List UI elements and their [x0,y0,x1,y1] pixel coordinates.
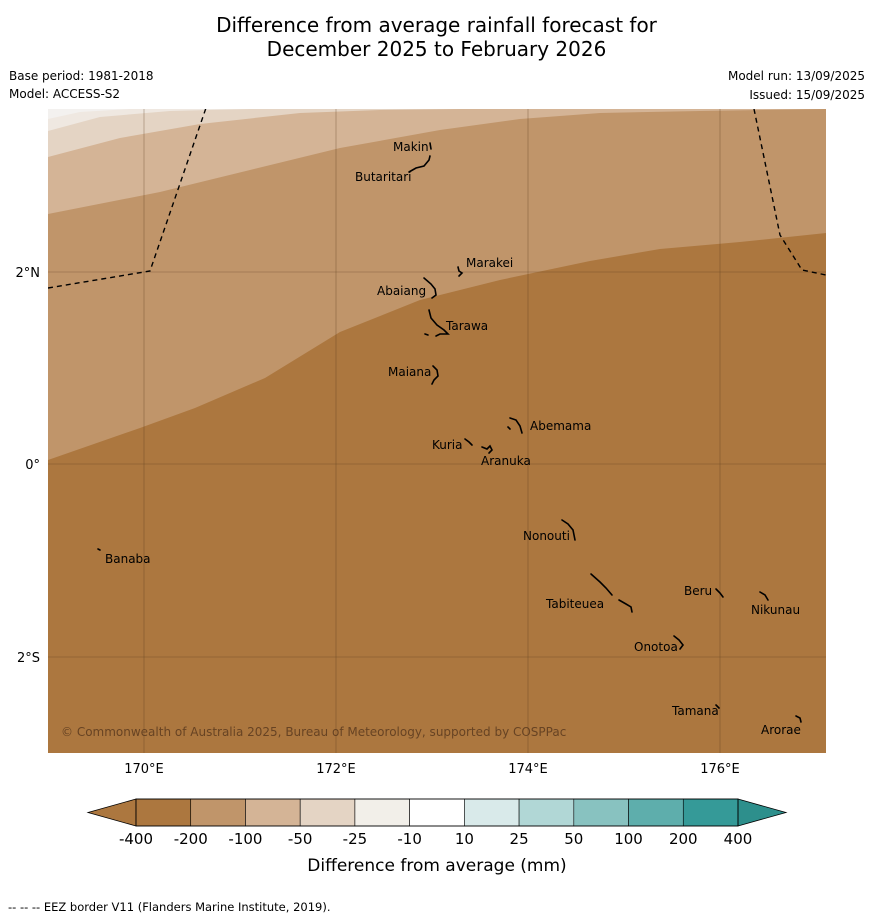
base-period-label: Base period: 1981-2018 [9,69,154,83]
abemama-island-shape [509,417,523,434]
island-label: Butaritari [355,170,412,184]
colorbar-tick-label: -25 [343,830,368,848]
colorbar-tick-label: 400 [724,830,753,848]
issued-label: Issued: 15/09/2025 [749,88,865,102]
colorbar-tick-label: -50 [288,830,313,848]
colorbar: -400 -200 -100 -50 -25 -10 10 25 50 100 200 400 Dif… [86,798,788,876]
marakei-island-shape [457,266,464,277]
colorbar-cell [135,798,192,827]
colorbar-tick-label: 200 [669,830,698,848]
band-minus-10 [48,109,130,119]
abemama-islet-shape [507,426,511,430]
island-label: Tamana [671,704,719,718]
island-label: Tabiteuea [545,597,604,611]
colorbar-tick-label: 100 [614,830,643,848]
lon-label: 170°E [124,762,164,777]
lat-label: 2°N [16,266,41,281]
island-label: Aranuka [481,454,531,468]
colorbar-tick-label: -100 [228,830,262,848]
eez-footnote: -- -- -- EEZ border V11 (Flanders Marine… [8,900,331,914]
island-label: Beru [684,584,712,598]
lon-label: 172°E [316,762,356,777]
colorbar-tick-label: 50 [564,830,583,848]
beru-island-shape [715,588,724,598]
colorbar-cell [354,798,410,827]
maiana-island-shape [431,365,439,385]
band-minus-50 [48,109,460,157]
colorbar-high-extension [737,798,788,827]
nikunau-island-shape [759,591,769,601]
model-label: Model: ACCESS-S2 [9,87,121,101]
band-minus-25 [48,109,250,131]
band-minus-200 [48,109,826,460]
nonouti-island-shape [561,519,576,541]
arorae-island-shape [795,715,802,723]
onotoa-island-shape [673,635,685,650]
island-label: Onotoa [634,640,678,654]
island-label: Abaiang [377,284,426,298]
model-run-label: Model run: 13/09/2025 [727,69,865,83]
colorbar-cell [409,798,465,827]
abaiang-island-shape [423,277,437,299]
chart-title-line2: December 2025 to February 2026 [266,37,607,61]
tarawa-islet-shape [424,333,429,336]
aranuka-island-shape [481,444,493,454]
tamana-island-shape [715,704,720,709]
island-label: Makin [393,140,429,154]
lon-label: 174°E [508,762,548,777]
colorbar-cell [518,798,575,827]
colorbar-low-extension [86,798,137,827]
colorbar-cell [190,798,246,827]
colorbar-cell [682,798,739,827]
island-label: Nikunau [751,603,800,617]
lat-label: 0° [25,458,40,473]
colorbar-cell [573,798,629,827]
tabiteuea-south-shape [618,599,633,613]
colorbar-tick-label: -10 [397,830,422,848]
gridlines [48,109,826,753]
latitude-labels: 2°N 0° 2°S [16,266,41,666]
butaritari-island-shape [408,155,431,173]
map-field: Makin Butaritari Marakei Abaiang Tarawa … [48,109,826,753]
island-label: Arorae [761,723,801,737]
colorbar-cell [245,798,301,827]
tabiteuea-north-shape [590,573,613,596]
colorbar-cell [299,798,356,827]
island-label: Marakei [466,256,513,270]
colorbar-cell [464,798,520,827]
island-label: Tarawa [445,319,488,333]
chart-title-line1: Difference from average rainfall forecas… [216,13,657,37]
longitude-labels: 170°E 172°E 174°E 176°E [124,762,740,777]
kuria-island-shape [464,438,473,446]
island-label: Nonouti [523,529,570,543]
makin-island-shape [429,142,432,150]
island-labels: Makin Butaritari Marakei Abaiang Tarawa … [105,140,801,737]
colorbar-cells [135,798,739,827]
island-label: Maiana [388,365,431,379]
eez-border [48,109,826,289]
islands [97,142,802,723]
island-label: Banaba [105,552,151,566]
lat-label: 2°S [17,651,40,666]
banaba-island-shape [97,548,101,551]
island-label: Kuria [432,438,463,452]
colorbar-tick-label: 25 [510,830,529,848]
colorbar-tick-label: -400 [119,830,153,848]
lon-label: 176°E [700,762,740,777]
colorbar-tick-label: -200 [174,830,208,848]
island-label: Abemama [530,419,591,433]
colorbar-label: Difference from average (mm) [307,856,566,876]
colorbar-cell [628,798,684,827]
colorbar-tick-label: 10 [455,830,474,848]
band-minus-100 [48,109,826,214]
colorbar-tick-labels: -400 -200 -100 -50 -25 -10 10 25 50 100 200 400 [119,830,752,848]
colorbar-frame [135,798,739,827]
tarawa-island-shape [428,309,450,337]
copyright-notice: © Commonwealth of Australia 2025, Bureau… [61,725,566,739]
